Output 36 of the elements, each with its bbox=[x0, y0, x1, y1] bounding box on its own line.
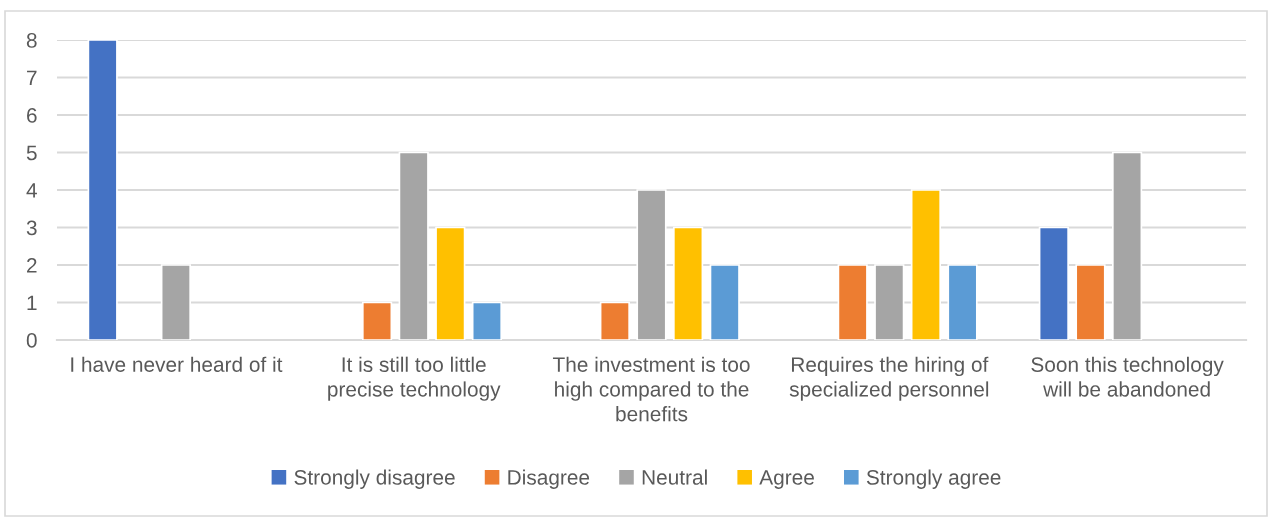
bar bbox=[1038, 226, 1069, 340]
bar bbox=[1111, 151, 1143, 340]
legend-label: Disagree bbox=[508, 469, 590, 489]
bar bbox=[673, 226, 704, 340]
bar bbox=[160, 264, 192, 340]
bar bbox=[837, 264, 868, 340]
bar bbox=[87, 40, 118, 340]
y-tick-label: 6 bbox=[27, 108, 37, 123]
x-tick-label: Soon this technology will be abandoned bbox=[1031, 356, 1224, 397]
bar bbox=[636, 189, 667, 340]
legend-label: Agree bbox=[759, 470, 814, 489]
bar bbox=[435, 226, 466, 340]
x-tick-label: Requires the hiring of specialized personnel bbox=[789, 356, 989, 401]
x-tick-label: It is still too little precise technology bbox=[328, 356, 501, 401]
y-tick-label: 5 bbox=[26, 145, 37, 161]
x-tick-label: I have never heard of it bbox=[71, 356, 283, 372]
bar bbox=[874, 264, 905, 340]
y-tick-label: 3 bbox=[26, 220, 37, 236]
y-tick-label: 1 bbox=[27, 295, 37, 311]
x-tick-label: The investment is too high compared to the benefits bbox=[552, 356, 750, 422]
bar bbox=[910, 189, 942, 340]
y-tick-label: 2 bbox=[27, 258, 37, 273]
bar bbox=[398, 151, 429, 340]
y-tick-label: 7 bbox=[27, 70, 37, 86]
bar bbox=[599, 301, 630, 340]
bar bbox=[709, 264, 740, 340]
bar bbox=[1075, 264, 1106, 340]
y-tick-label: 0 bbox=[26, 333, 37, 348]
legend-label: Strongly agree bbox=[866, 469, 1001, 489]
bar bbox=[471, 301, 503, 340]
bar bbox=[361, 301, 393, 340]
y-tick-label: 4 bbox=[26, 183, 37, 198]
y-tick-label: 8 bbox=[26, 33, 37, 48]
legend-label: Neutral bbox=[642, 469, 707, 485]
bar bbox=[947, 264, 978, 340]
legend-label: Strongly disagree bbox=[294, 469, 455, 489]
